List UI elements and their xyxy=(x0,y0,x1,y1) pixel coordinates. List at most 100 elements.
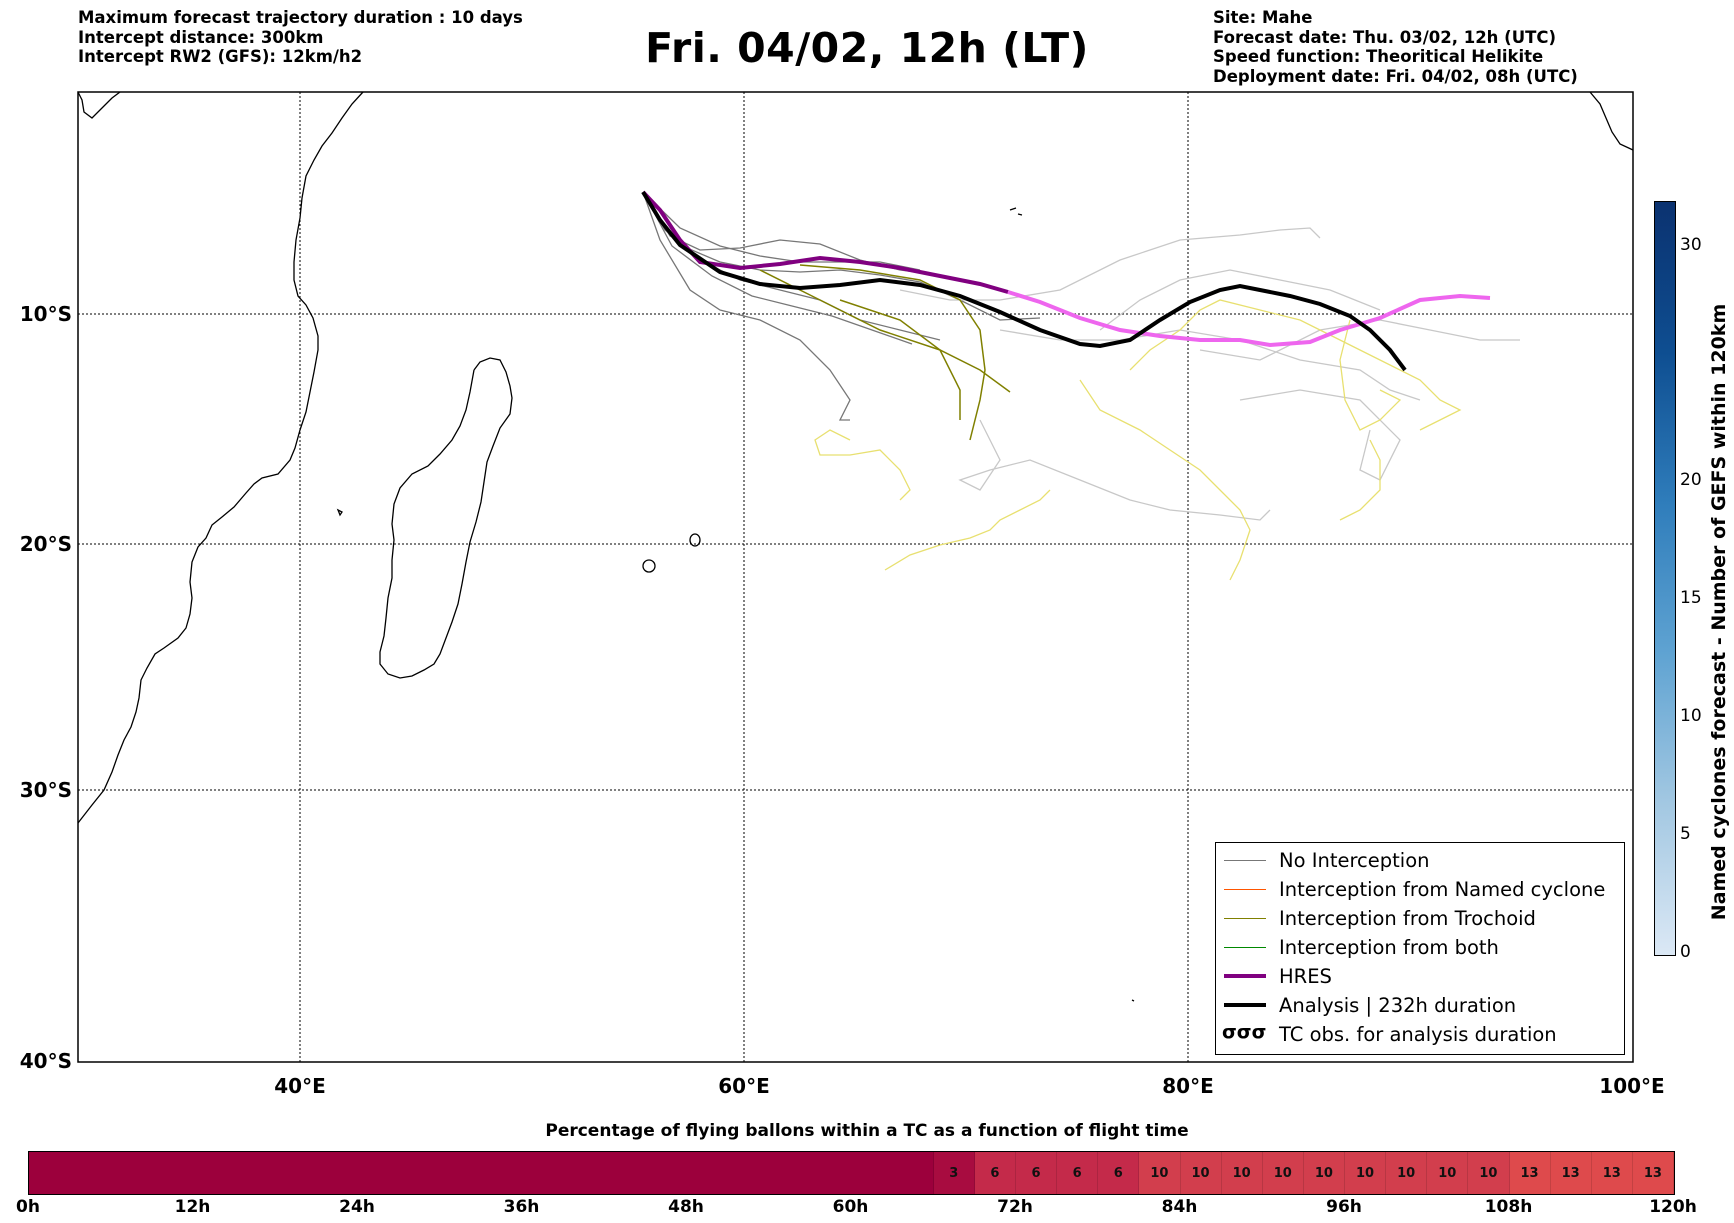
percentage-title: Percentage of flying ballons within a TC… xyxy=(545,1121,1189,1141)
lon-label-40e: 40°E xyxy=(274,1074,326,1098)
legend-item-both: Interception from both xyxy=(1216,933,1624,961)
percentage-cell: 6 xyxy=(1098,1152,1140,1194)
legend-line xyxy=(1224,947,1266,948)
legend-item-analysis: Analysis | 232h duration xyxy=(1216,991,1624,1019)
hres-trajectory-extension xyxy=(1007,290,1491,348)
map-legend: No Interception Interception from Named … xyxy=(1215,842,1625,1055)
percentage-cell: 13 xyxy=(1509,1152,1551,1194)
legend-label: Interception from both xyxy=(1279,936,1499,959)
lat-label-10s: 10°S xyxy=(19,302,72,326)
lon-label-100e: 100°E xyxy=(1599,1074,1665,1098)
colorbar-tick-15: 15 xyxy=(1680,588,1702,608)
percentage-cell: 6 xyxy=(1016,1152,1058,1194)
percentage-cell: 10 xyxy=(1303,1152,1345,1194)
time-label: 24h xyxy=(339,1197,375,1217)
trajectory xyxy=(1239,389,1401,481)
trajectory xyxy=(642,191,913,345)
time-label: 108h xyxy=(1484,1197,1533,1217)
intercept-rw2-text: Intercept RW2 (GFS): 12km/h2 xyxy=(78,47,363,66)
percentage-cell: 10 xyxy=(1345,1152,1387,1194)
time-label: 12h xyxy=(174,1197,211,1217)
amsterdam-island xyxy=(1131,999,1135,1002)
trajectory xyxy=(1339,319,1402,431)
legend-line xyxy=(1224,889,1266,890)
yellow-trajectories xyxy=(814,299,1462,581)
percentage-cell: 13 xyxy=(1591,1152,1633,1194)
lat-label-30s: 30°S xyxy=(19,778,72,802)
colorbar-tick-0: 0 xyxy=(1680,942,1691,962)
page-title: Fri. 04/02, 12h (LT) xyxy=(645,24,1089,72)
time-label: 60h xyxy=(832,1197,869,1217)
trajectory xyxy=(642,191,851,421)
cyclone-colorbar xyxy=(1654,201,1676,956)
legend-item-tc-obs: σσσ TC obs. for analysis duration xyxy=(1216,1020,1624,1048)
time-label: 0h xyxy=(16,1197,40,1217)
time-label: 48h xyxy=(668,1197,704,1217)
colorbar-tick-5: 5 xyxy=(1680,824,1691,844)
intercept-distance-text: Intercept distance: 300km xyxy=(78,27,324,47)
comoros-island xyxy=(336,508,343,517)
trochoid-trajectories xyxy=(759,264,1011,441)
time-label: 96h xyxy=(1326,1197,1362,1217)
legend-label: Analysis | 232h duration xyxy=(1279,994,1517,1017)
colorbar-tick-10: 10 xyxy=(1680,706,1702,726)
percentage-cell: 6 xyxy=(1057,1152,1099,1194)
trajectory xyxy=(642,191,921,271)
hres-trajectory xyxy=(641,190,1009,294)
map-frame xyxy=(77,91,1634,1063)
lon-label-60e: 60°E xyxy=(718,1074,770,1098)
percentage-cell: 3 xyxy=(933,1152,975,1194)
trajectory xyxy=(839,299,961,420)
percentage-cell: 10 xyxy=(1180,1152,1222,1194)
trajectory xyxy=(958,419,1271,521)
trajectory xyxy=(759,269,1011,393)
percentage-cell: 6 xyxy=(974,1152,1016,1194)
lat-label-20s: 20°S xyxy=(19,532,72,556)
percentage-cell: 10 xyxy=(1139,1152,1181,1194)
speed-function-text: Speed function: Theoritical Helikite xyxy=(1213,47,1544,66)
chagos-islets xyxy=(1009,207,1023,216)
trajectory xyxy=(1099,269,1381,331)
legend-item-hres: HRES xyxy=(1216,962,1624,990)
legend-item-no-interception: No Interception xyxy=(1216,846,1624,874)
percentage-cell: 13 xyxy=(1632,1152,1674,1194)
percentage-cell: 10 xyxy=(1427,1152,1469,1194)
deployment-date-text: Deployment date: Fri. 04/02, 08h (UTC) xyxy=(1213,66,1578,86)
lat-label-40s: 40°S xyxy=(19,1049,72,1073)
legend-item-trochoid: Interception from Trochoid xyxy=(1216,904,1624,932)
legend-line xyxy=(1224,1003,1266,1007)
colorbar-label: Named cyclones forecast - Number of GEFS… xyxy=(1708,303,1730,921)
header-left: Maximum forecast trajectory duration : 1… xyxy=(78,8,523,67)
trajectory xyxy=(1129,299,1462,431)
legend-label: HRES xyxy=(1279,965,1332,988)
hres-trajectory-group xyxy=(641,190,1491,348)
trajectory xyxy=(1339,439,1381,521)
lon-label-80e: 80°E xyxy=(1162,1074,1214,1098)
map-grid xyxy=(78,92,1633,1062)
time-label: 120h xyxy=(1649,1197,1697,1217)
percentage-cell: 10 xyxy=(1262,1152,1304,1194)
time-label: 36h xyxy=(503,1197,540,1217)
legend-label: Interception from Trochoid xyxy=(1279,907,1536,930)
time-label: 84h xyxy=(1161,1197,1198,1217)
colorbar-tick-30: 30 xyxy=(1680,235,1702,255)
madagascar-coastline xyxy=(379,357,513,679)
trajectory xyxy=(799,264,986,441)
tc-obs-symbol-icon: σσσ xyxy=(1222,1021,1267,1043)
horn-coastline xyxy=(77,91,121,119)
legend-label: No Interception xyxy=(1279,849,1430,872)
arabia-coast xyxy=(1589,91,1634,151)
percentage-cell: 10 xyxy=(1468,1152,1510,1194)
colorbar-tick-20: 20 xyxy=(1680,470,1702,490)
light-trajectories xyxy=(899,227,1520,521)
legend-item-named-cyclone: Interception from Named cyclone xyxy=(1216,875,1624,903)
percentage-cell: 13 xyxy=(1550,1152,1592,1194)
percentage-bar: 3 6 6 6 6 10 10 10 10 10 10 10 10 10 13 13 13 13 xyxy=(28,1151,1675,1195)
legend-label: TC obs. for analysis duration xyxy=(1279,1023,1557,1046)
max-duration-text: Maximum forecast trajectory duration : 1… xyxy=(78,8,523,27)
percentage-cell: 10 xyxy=(1221,1152,1263,1194)
header-right: Site: Mahe Forecast date: Thu. 03/02, 12… xyxy=(1213,8,1578,86)
site-text: Site: Mahe xyxy=(1213,8,1313,27)
legend-line xyxy=(1224,918,1266,919)
legend-label: Interception from Named cyclone xyxy=(1279,878,1606,901)
